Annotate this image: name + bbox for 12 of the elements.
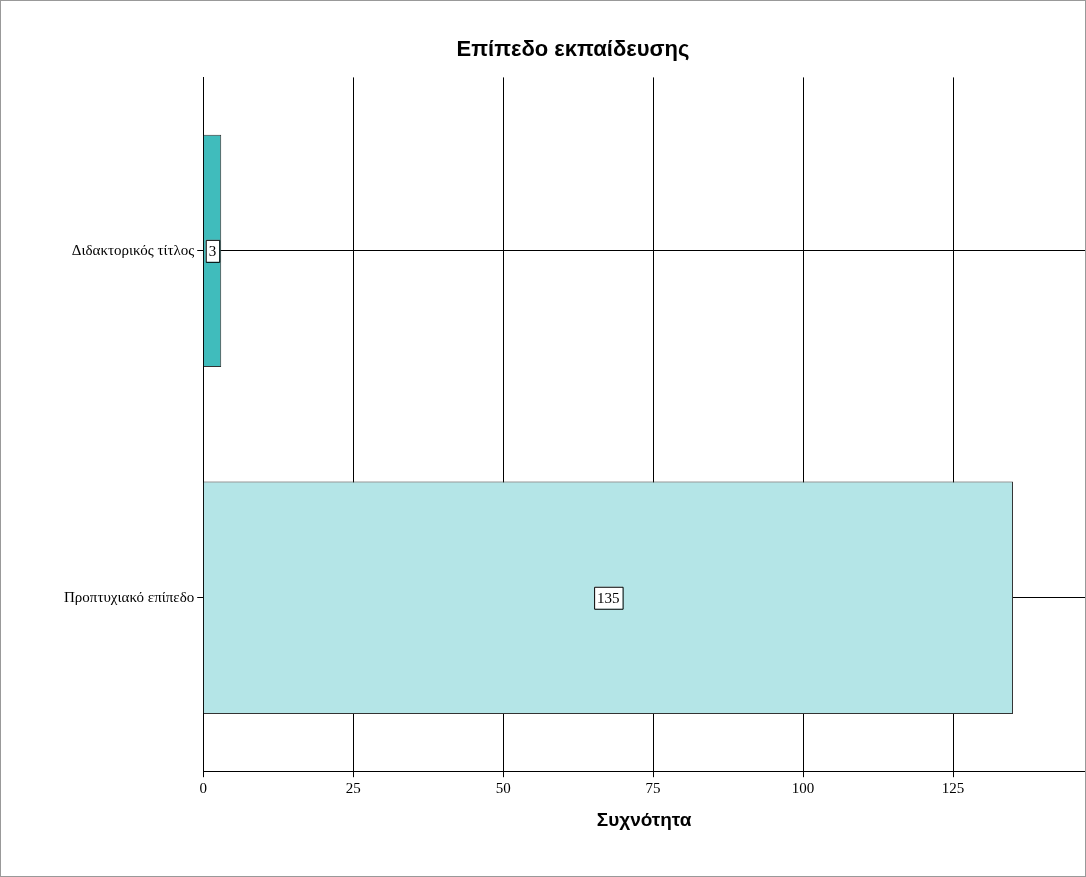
x-axis-title: Συχνότητα [596, 808, 692, 830]
y-tick-label: Προπτυχιακό επίπεδο [63, 588, 195, 605]
x-tick-label: 25 [345, 780, 361, 797]
x-tick-label: 125 [941, 780, 965, 797]
y-tick-label: Διδακτορικός τίτλος [71, 241, 195, 258]
x-tick-label: 0 [199, 780, 207, 797]
data-label: 135 [597, 589, 620, 606]
x-tick-label: 75 [645, 780, 661, 797]
x-tick-label: 50 [495, 780, 511, 797]
chart-title: Επίπεδο εκπαίδευσης [456, 36, 690, 62]
data-label: 3 [208, 242, 217, 259]
x-tick-label: 100 [791, 780, 815, 797]
